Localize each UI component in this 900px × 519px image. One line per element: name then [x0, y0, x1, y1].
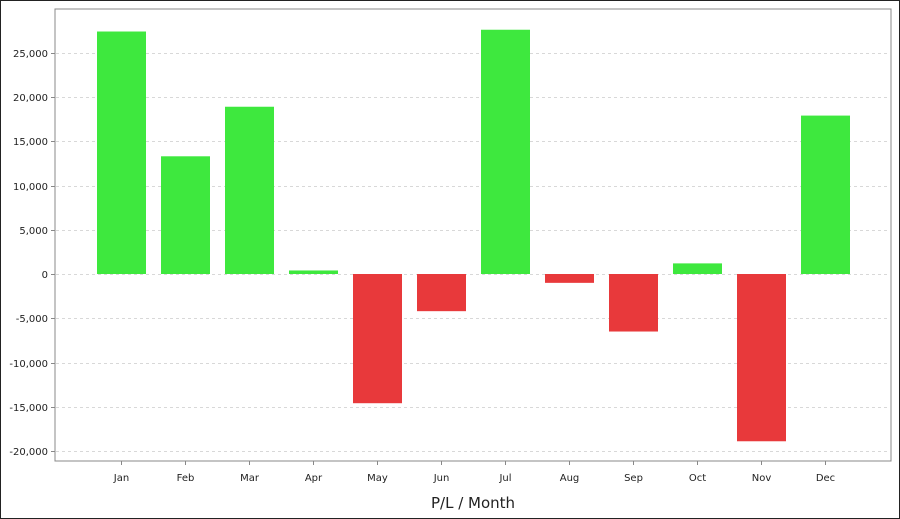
y-tick-label: -20,000 — [9, 447, 48, 458]
bar-jul — [481, 29, 530, 274]
y-tick-label: 5,000 — [19, 226, 48, 237]
bar-sep — [609, 274, 658, 332]
x-axis-title: P/L / Month — [431, 494, 515, 512]
bar-nov — [737, 274, 786, 442]
x-tick-label: Oct — [689, 473, 706, 484]
x-tick-label: Mar — [240, 473, 260, 484]
bar-apr — [289, 270, 338, 274]
bar-jan — [97, 31, 146, 275]
bar-may — [353, 274, 402, 404]
x-tick-label: Dec — [816, 473, 835, 484]
y-tick-label: -15,000 — [9, 403, 48, 414]
x-tick-label: Jul — [498, 473, 511, 484]
x-tick-label: Nov — [752, 473, 772, 484]
x-tick-label: Sep — [624, 473, 643, 484]
y-tick-label: 25,000 — [13, 49, 48, 60]
x-axis-ticks: Jan Feb Mar Apr May Jun Jul Aug Sep Oct Nov Dec — [113, 461, 835, 484]
bars — [97, 29, 850, 442]
bar-aug — [545, 274, 594, 283]
bar-oct — [673, 263, 722, 274]
y-tick-label: 20,000 — [13, 93, 48, 104]
bar-mar — [225, 106, 274, 274]
y-tick-label: 15,000 — [13, 137, 48, 148]
x-tick-label: Jan — [113, 473, 129, 484]
y-tick-label: 10,000 — [13, 182, 48, 193]
bar-jun — [417, 274, 466, 312]
bar-feb — [161, 156, 210, 274]
x-tick-label: Jun — [433, 473, 450, 484]
y-axis-ticks: -20,000 -15,000 -10,000 -5,000 0 5,000 10,000 1… — [9, 49, 55, 458]
x-tick-label: May — [367, 473, 388, 484]
y-tick-label: -5,000 — [16, 314, 48, 325]
x-tick-label: Feb — [177, 473, 195, 484]
bar-dec — [801, 115, 850, 275]
y-tick-label: 0 — [42, 270, 48, 281]
y-tick-label: -10,000 — [9, 359, 48, 370]
x-tick-label: Aug — [560, 473, 580, 484]
x-tick-label: Apr — [305, 473, 323, 484]
